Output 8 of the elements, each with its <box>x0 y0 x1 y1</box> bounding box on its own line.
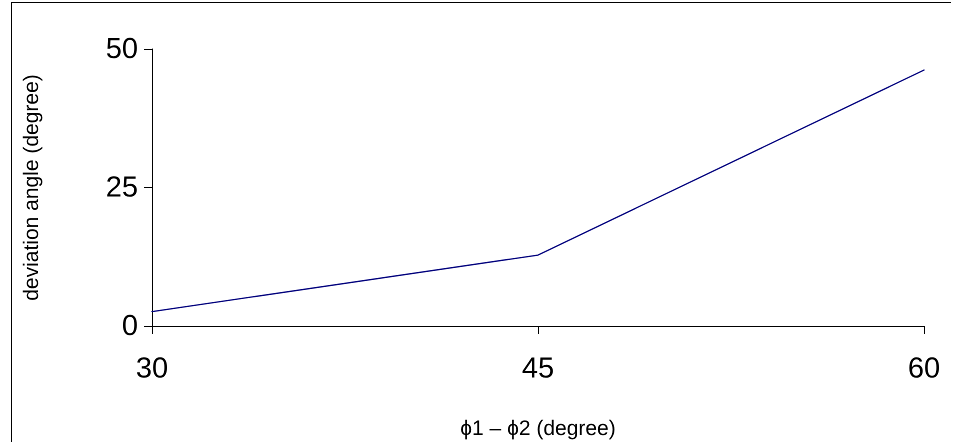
y-tick-label: 25 <box>106 172 138 204</box>
x-axis-title: ϕ1 – ϕ2 (degree) <box>460 417 616 440</box>
x-tick-label: 60 <box>908 352 940 384</box>
y-tick-label: 50 <box>106 33 138 65</box>
x-tick-label: 45 <box>522 352 554 384</box>
x-tick-label: 30 <box>136 352 168 384</box>
y-axis-title: deviation angle (degree) <box>20 74 43 301</box>
y-tick-label: 0 <box>122 310 138 342</box>
